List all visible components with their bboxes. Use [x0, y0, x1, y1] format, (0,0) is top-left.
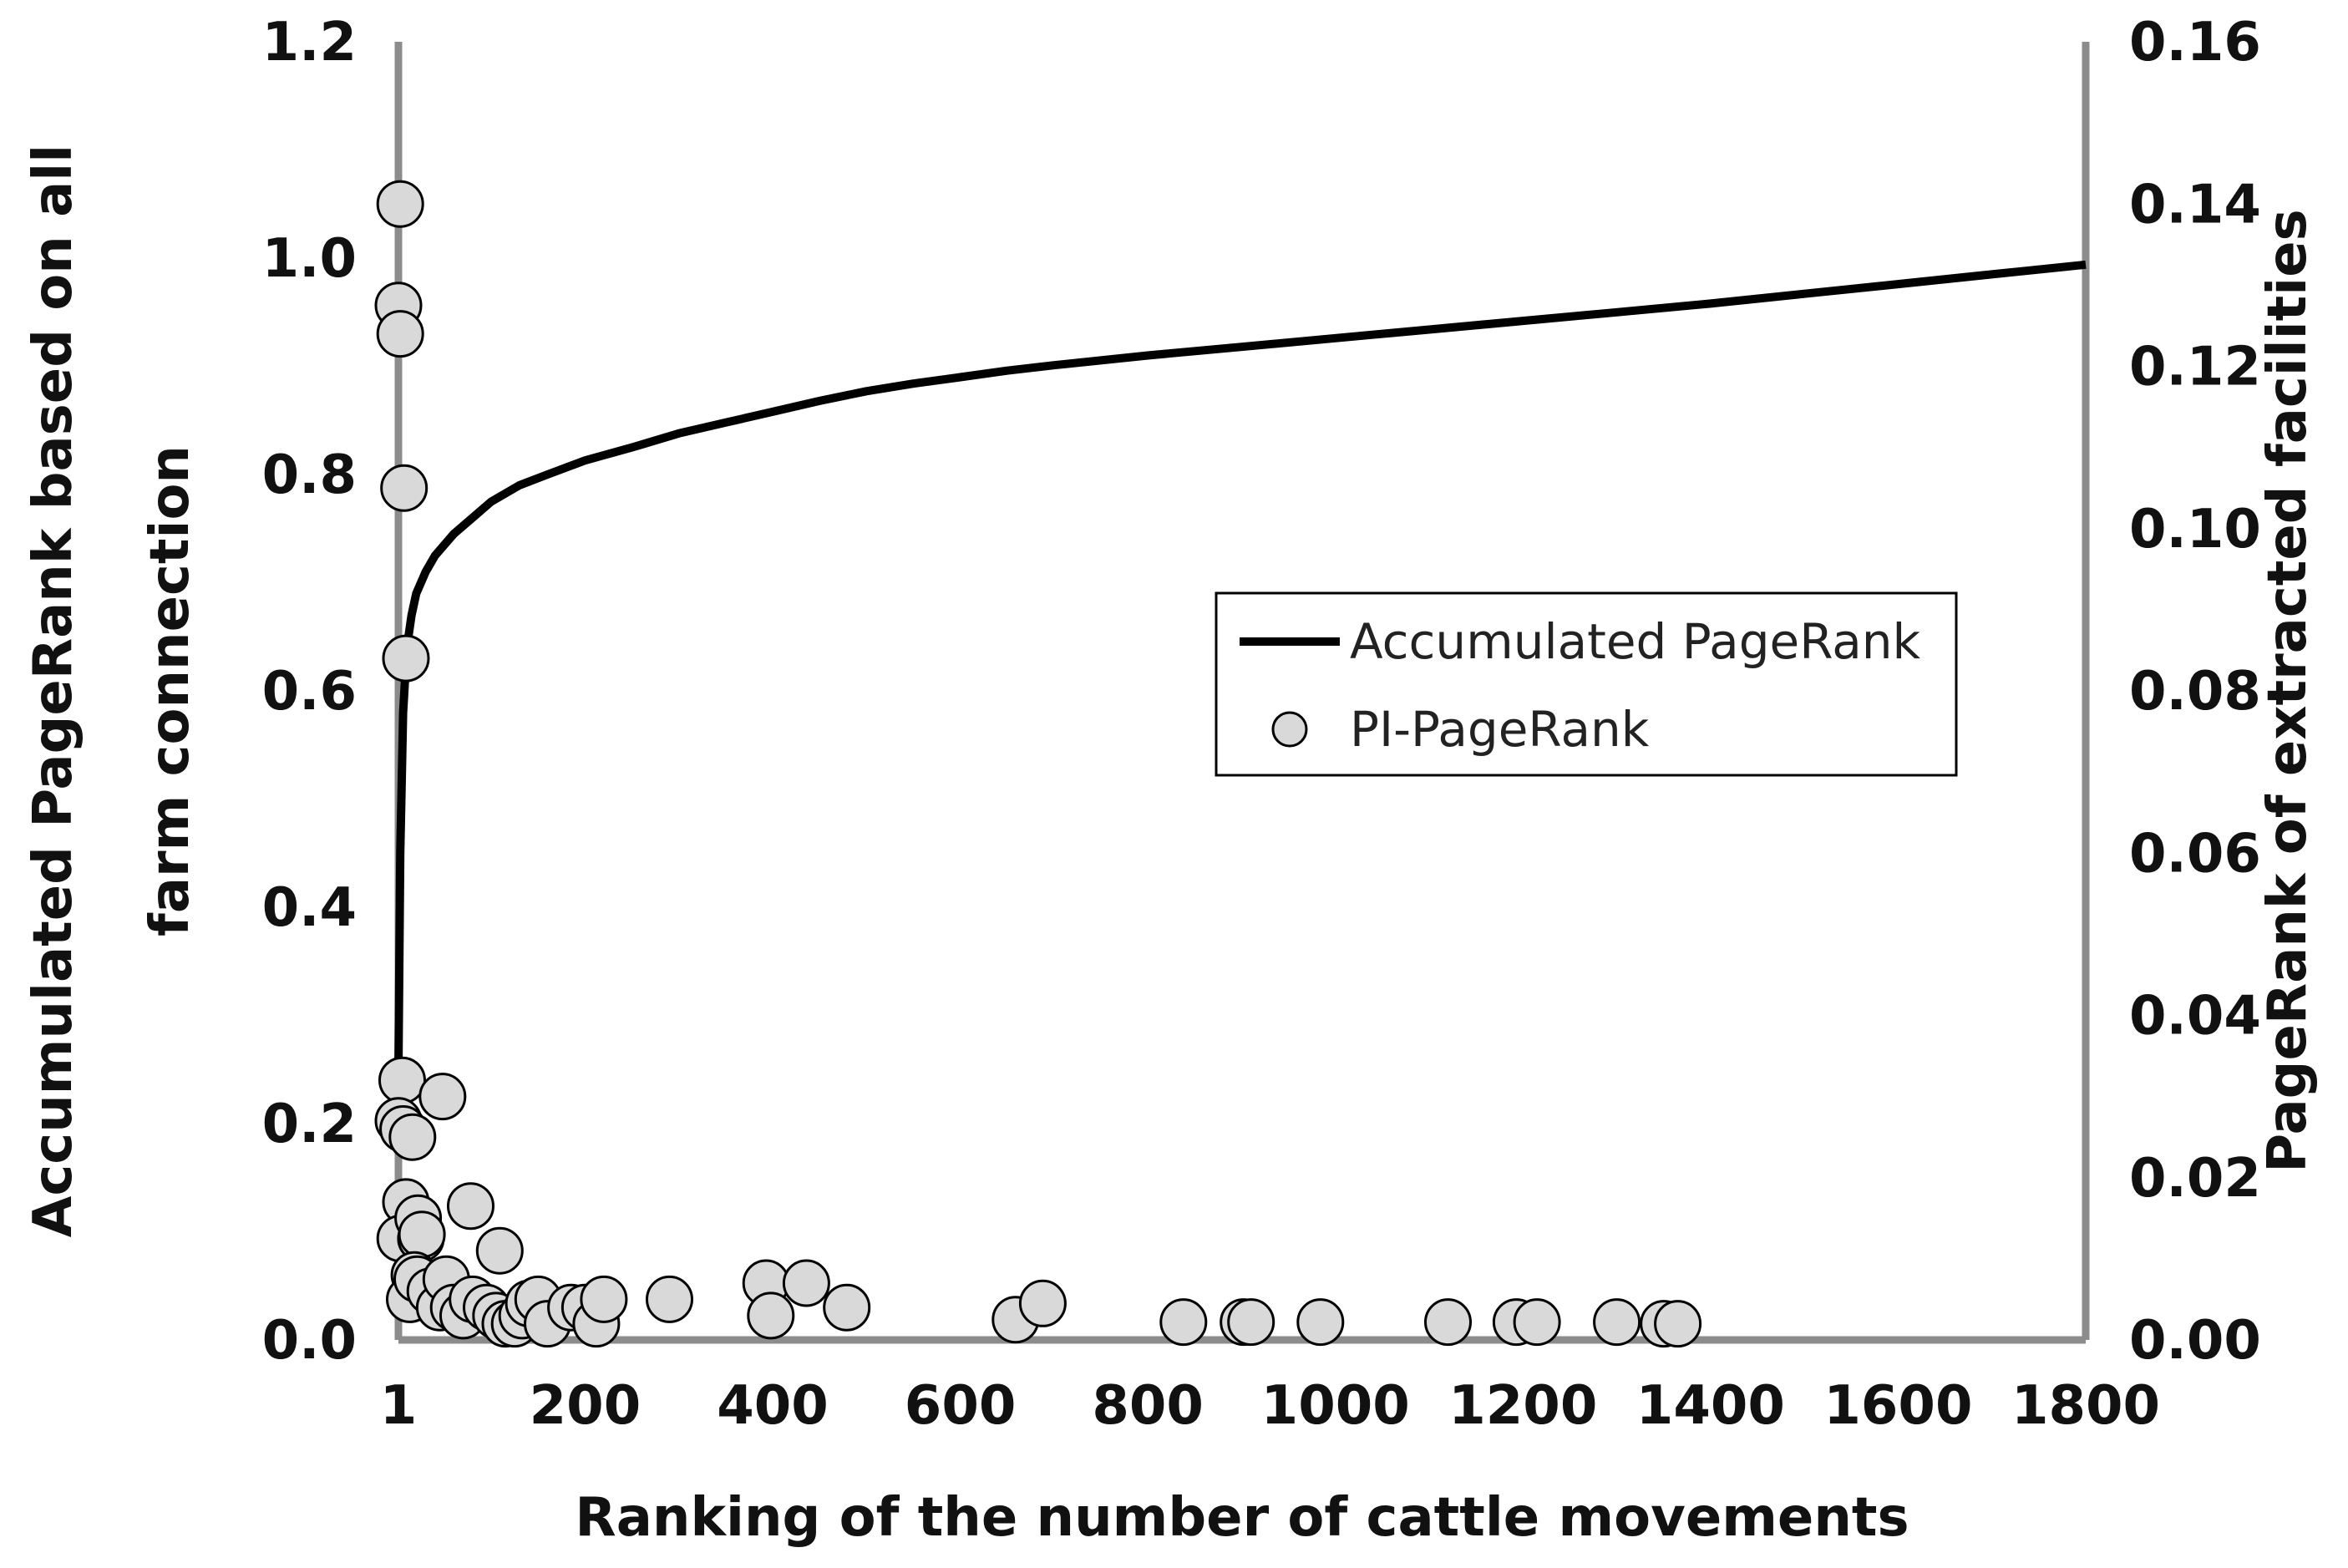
pi-pagerank-point [646, 1275, 693, 1323]
pi-pagerank-point [1424, 1298, 1472, 1347]
x-tick-label: 800 [1092, 1375, 1204, 1437]
y-right-tick-labels: 0.00 0.02 0.04 0.06 0.08 0.10 0.12 0.14 0.16 [2129, 12, 2261, 1372]
y-right-tick-label: 0.02 [2129, 1148, 2261, 1210]
y-left-tick-label: 1.2 [262, 12, 357, 74]
pi-pagerank-point [1296, 1298, 1345, 1347]
y-left-tick-label: 0.8 [262, 444, 357, 506]
legend-label-accumulated: Accumulated PageRank [1350, 613, 1921, 670]
y-left-axis-title-line-2: farm connection [139, 445, 201, 936]
y-left-tick-label: 0.4 [262, 877, 357, 939]
y-right-tick-label: 0.12 [2129, 337, 2261, 398]
y-right-tick-label: 0.06 [2129, 823, 2261, 885]
pi-pagerank-point [447, 1182, 494, 1231]
pi-pagerank-point [376, 180, 424, 228]
y-right-tick-label: 0.00 [2129, 1310, 2261, 1372]
pi-pagerank-point [382, 634, 430, 683]
pi-pagerank-point [1593, 1298, 1641, 1347]
y-right-tick-label: 0.10 [2129, 499, 2261, 561]
pi-pagerank-point [378, 1056, 426, 1104]
pi-pagerank-point [1159, 1298, 1208, 1347]
pi-pagerank-point [380, 464, 429, 512]
x-tick-label: 1200 [1448, 1375, 1597, 1437]
x-tick-label: 1600 [1823, 1375, 1972, 1437]
pi-pagerank-point [376, 310, 424, 358]
pi-pagerank-point [823, 1283, 871, 1332]
accumulated-pagerank-line [394, 260, 2087, 1070]
legend-marker-swatch [1271, 711, 1308, 748]
y-left-axis-title: Accumulated PageRank based on all farm c… [23, 145, 201, 1237]
x-tick-label: 200 [530, 1375, 642, 1437]
x-tick-label: 1800 [2011, 1375, 2160, 1437]
pi-pagerank-point [1227, 1298, 1275, 1347]
y-left-tick-label: 0.2 [262, 1094, 357, 1155]
y-right-tick-label: 0.08 [2129, 661, 2261, 723]
pi-pagerank-point [475, 1226, 524, 1275]
x-tick-label: 400 [717, 1375, 829, 1437]
pi-pagerank-point [580, 1275, 628, 1323]
x-tick-label: 600 [905, 1375, 1017, 1437]
y-left-tick-label: 0.0 [262, 1310, 357, 1372]
pi-pagerank-series [374, 180, 1702, 1348]
legend: Accumulated PageRank PI-PageRank [1215, 591, 1958, 777]
x-axis-title: Ranking of the number of cattle movement… [575, 1487, 1909, 1549]
pi-pagerank-point [1654, 1300, 1702, 1348]
x-tick-label: 1400 [1636, 1375, 1785, 1437]
y-right-tick-label: 0.16 [2129, 12, 2261, 74]
pi-pagerank-point [418, 1073, 467, 1121]
pi-pagerank-point [398, 1210, 446, 1259]
y-left-tick-label: 0.6 [262, 661, 357, 723]
y-right-axis-title-text: PageRank of extracted facilities [2257, 209, 2319, 1172]
y-right-tick-label: 0.14 [2129, 174, 2261, 236]
y-left-axis-title-line-1: Accumulated PageRank based on all [23, 145, 84, 1237]
pi-pagerank-point [1513, 1298, 1561, 1347]
x-tick-labels: 1 200 400 600 800 1000 1200 1400 1600 1800 [380, 1375, 2160, 1437]
y-right-tick-label: 0.04 [2129, 986, 2261, 1048]
accumulated-pagerank-series [394, 260, 2087, 1070]
legend-box [1215, 591, 1958, 777]
pi-pagerank-point [747, 1291, 795, 1340]
y-left-tick-labels: 0.0 0.2 0.4 0.6 0.8 1.0 1.2 [262, 12, 357, 1372]
pi-pagerank-point [388, 1113, 437, 1161]
y-right-axis-title: PageRank of extracted facilities [2257, 209, 2319, 1172]
x-tick-label: 1000 [1261, 1375, 1410, 1437]
x-tick-label: 1 [380, 1375, 418, 1437]
legend-label-pi: PI-PageRank [1350, 701, 1650, 758]
y-left-tick-label: 1.0 [262, 228, 357, 290]
pi-pagerank-point [782, 1259, 830, 1307]
pi-pagerank-point [1018, 1279, 1067, 1327]
